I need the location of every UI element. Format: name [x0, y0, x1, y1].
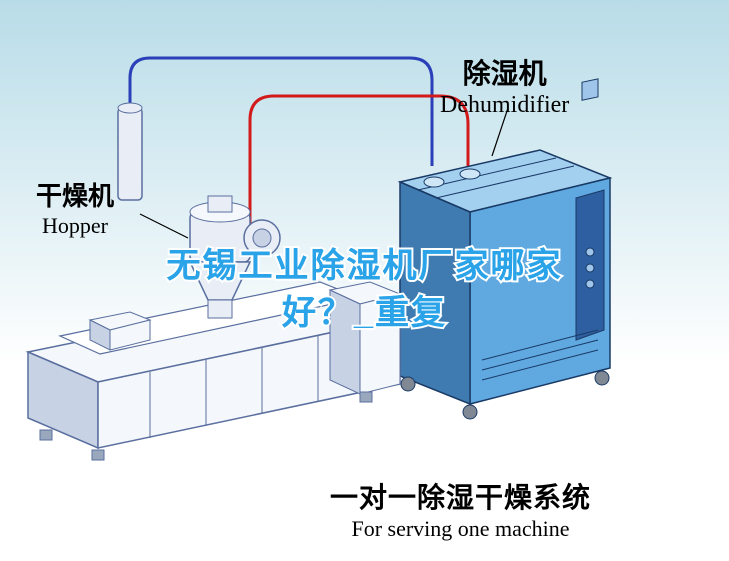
label-system-cn: 一对一除湿干燥系统 — [330, 476, 591, 516]
leader-hopper — [140, 214, 188, 238]
label-system: 一对一除湿干燥系统 For serving one machine — [330, 476, 591, 542]
label-hopper-cn: 干燥机 — [36, 176, 114, 213]
hopper-top-tube — [118, 103, 142, 200]
label-dehumidifier-en: Dehumidifier — [440, 92, 569, 119]
label-dehumidifier-cn: 除湿机 — [440, 52, 569, 92]
label-system-en: For serving one machine — [330, 516, 591, 542]
diagram-stage: 干燥机 Hopper 除湿机 Dehumidifier 一对一除湿干燥系统 Fo… — [0, 0, 729, 561]
label-dehumidifier: 除湿机 Dehumidifier — [440, 52, 569, 119]
label-hopper-en: Hopper — [36, 213, 114, 239]
label-hopper: 干燥机 Hopper — [36, 176, 114, 239]
pipe-blue — [130, 58, 432, 166]
